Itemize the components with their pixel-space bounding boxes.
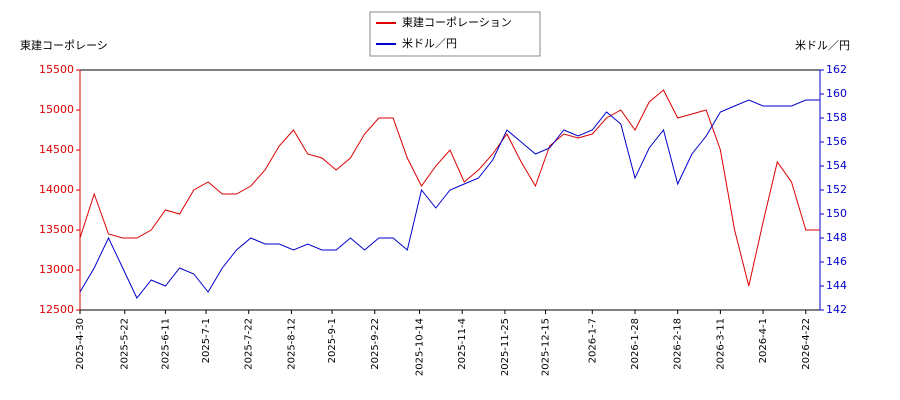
y2-tick-label: 150 <box>826 207 847 220</box>
y2-tick-label: 156 <box>826 135 847 148</box>
y2-tick-label: 154 <box>826 159 847 172</box>
y2-tick-label: 144 <box>826 279 847 292</box>
y2-tick-label: 158 <box>826 111 847 124</box>
y2-axis-label: 米ドル／円 <box>795 39 850 52</box>
x-tick-label: 2026-1-28 <box>630 318 641 370</box>
y-tick-label: 15500 <box>39 63 74 76</box>
series-line <box>79 89 820 287</box>
y2-tick-label: 152 <box>826 183 847 196</box>
y2-tick-label: 142 <box>826 303 847 316</box>
x-tick-label: 2025-10-14 <box>415 318 426 376</box>
x-tick-label: 2025-12-15 <box>541 318 552 376</box>
series-line <box>79 99 820 299</box>
x-tick-label: 2025-9-1 <box>327 318 338 363</box>
x-tick-label: 2025-6-11 <box>160 318 171 370</box>
x-tick-label: 2025-7-1 <box>201 318 212 363</box>
y-tick-label: 13500 <box>39 223 74 236</box>
legend-label: 米ドル／円 <box>402 37 457 50</box>
x-tick-label: 2026-4-1 <box>758 318 769 363</box>
legend-box <box>369 11 541 57</box>
x-tick-label: 2026-3-11 <box>715 318 726 370</box>
y2-tick-label: 148 <box>826 231 847 244</box>
x-tick-label: 2025-5-22 <box>120 318 131 370</box>
y2-tick-label: 146 <box>826 255 847 268</box>
y2-tick-label: 160 <box>826 87 847 100</box>
x-tick-label: 2025-7-22 <box>244 318 255 370</box>
x-tick-label: 2026-4-22 <box>801 318 812 370</box>
x-tick-label: 2026-1-7 <box>587 318 598 363</box>
x-tick-label: 2026-2-18 <box>673 318 684 370</box>
y-tick-label: 12500 <box>39 303 74 316</box>
y-axis-label: 東建コーポレーシ <box>20 38 108 52</box>
x-tick-label: 2025-11-25 <box>500 318 511 376</box>
y-tick-label: 14500 <box>39 143 74 156</box>
x-tick-label: 2025-11-4 <box>457 318 468 370</box>
x-tick-label: 2025-8-12 <box>286 318 297 370</box>
y-tick-label: 13000 <box>39 263 74 276</box>
y-tick-label: 14000 <box>39 183 74 196</box>
x-tick-label: 2025-9-22 <box>370 318 381 370</box>
legend-label: 東建コーポレーション <box>402 15 512 29</box>
x-tick-label: 2025-4-30 <box>75 318 86 370</box>
y-tick-label: 15000 <box>39 103 74 116</box>
y2-tick-label: 162 <box>826 63 847 76</box>
